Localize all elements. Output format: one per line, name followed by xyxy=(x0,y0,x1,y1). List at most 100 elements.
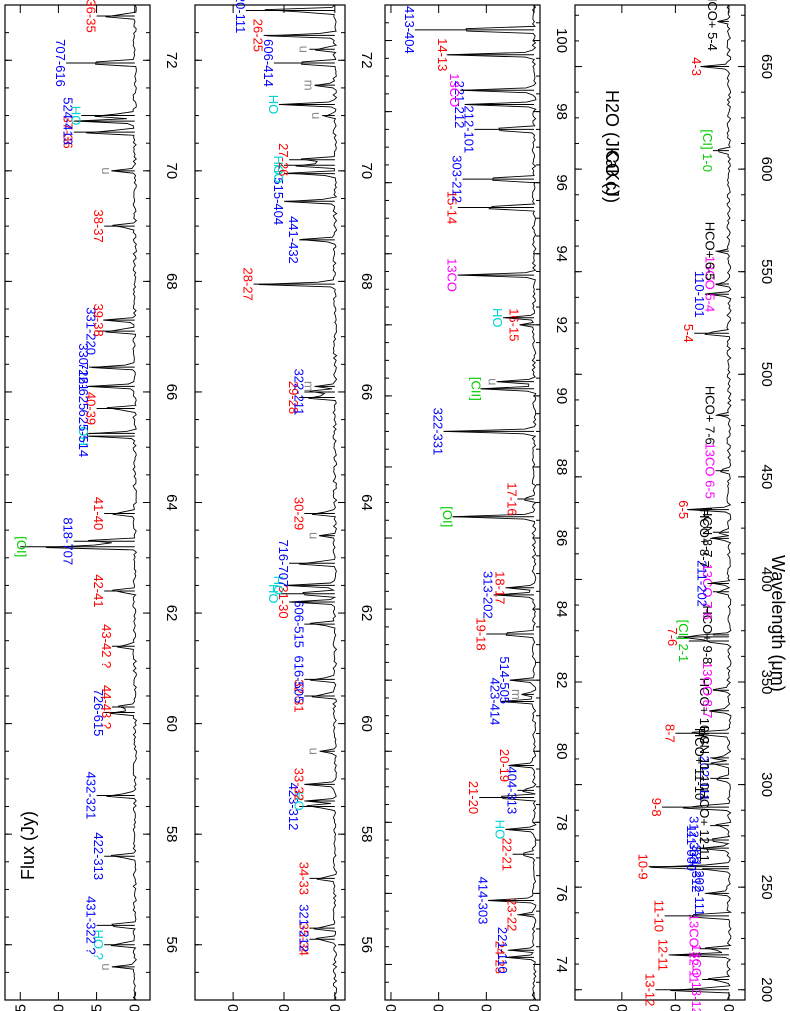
line-label: HCO+ 10-9 xyxy=(697,678,712,744)
line-label: HO xyxy=(271,576,286,596)
wavelength-tick-label: 450 xyxy=(758,464,775,489)
line-label: 22-21 xyxy=(500,838,515,871)
wavelength-tick-label: 250 xyxy=(758,875,775,900)
wavelength-tick-label: 98 xyxy=(553,103,570,120)
wavelength-tick-label: 90 xyxy=(553,388,570,405)
line-label: HO xyxy=(68,106,83,126)
wavelength-tick-label: 66 xyxy=(358,384,375,401)
wavelength-tick-label: 60 xyxy=(358,715,375,732)
line-label: 625-514 xyxy=(76,410,91,458)
wavelength-tick-label: 100 xyxy=(553,28,570,53)
line-label: 322-211 xyxy=(291,369,306,416)
panel-frame xyxy=(194,4,346,1001)
line-label: 20-19 xyxy=(497,749,512,782)
line-label: [CI] 2-1 xyxy=(676,620,691,663)
flux-tick-label: 0 xyxy=(721,1004,738,1011)
wavelength-tick-label: 500 xyxy=(758,362,775,387)
line-label: 21-20 xyxy=(466,781,481,814)
panel-4: 0 40 80 200 250 300 350 400 450 500 550 600 650 13-12… xyxy=(574,0,775,1011)
wavelength-tick-label: 350 xyxy=(758,669,775,694)
line-label: HCO+ 6-5 xyxy=(703,222,718,281)
line-label: HO ? xyxy=(91,930,106,960)
wavelength-tick-label: 88 xyxy=(553,459,570,476)
flux-tick-label: 40 xyxy=(225,1004,242,1011)
line-label: u xyxy=(307,532,322,539)
wavelength-tick-label: 76 xyxy=(553,885,570,902)
wavelength-tick-label: 550 xyxy=(758,259,775,284)
line-label: 18-17 xyxy=(492,571,507,604)
line-label: 432-321 xyxy=(84,772,99,820)
wavelength-tick-label: 80 xyxy=(553,743,570,760)
legend-h2o: H2O (JKaKc) xyxy=(602,90,622,196)
line-label: HO xyxy=(271,156,286,176)
line-label: 17-16 xyxy=(504,482,519,515)
line-label: [OI] xyxy=(440,506,455,527)
line-label: 13CO xyxy=(447,73,462,107)
line-label: 13CO 8-7 xyxy=(700,662,715,718)
line-label: OH xyxy=(76,426,91,446)
wavelength-tick-label: 68 xyxy=(163,273,180,290)
line-label: m xyxy=(301,80,316,91)
line-label: 13CO 13-12 xyxy=(689,944,704,1011)
wavelength-tick-label: 82 xyxy=(553,672,570,689)
line-label: 13CO 12-11 xyxy=(686,914,701,984)
wavelength-tick-label: 72 xyxy=(358,52,375,69)
wavelength-tick-label: 70 xyxy=(358,162,375,179)
flux-tick-label: 0 xyxy=(327,1004,344,1011)
flux-tick-label: 20 xyxy=(276,1004,293,1011)
wavelength-tick-label: 68 xyxy=(358,273,375,290)
line-label: HO xyxy=(490,308,505,328)
line-label: 41-40 xyxy=(91,497,106,530)
line-label: 606-515 xyxy=(291,600,306,648)
panel-3: 0 40 80 120 74 76 78 80 82 84 86 88 90 92 94 96 98 100 24-… xyxy=(383,4,570,1011)
line-label: 514-505 xyxy=(497,656,512,704)
wavelength-tick-label: 86 xyxy=(553,530,570,547)
line-label: 606-414 xyxy=(261,39,276,87)
line-label: 212-101 xyxy=(461,106,476,154)
line-label: 27-26 xyxy=(276,143,291,176)
wavelength-tick-label: 62 xyxy=(163,605,180,622)
panel-1: 0 5 10 15 56 58 60 62 64 66 68 70 72 u HO ?431-322 ? 42… xyxy=(4,0,180,1011)
line-label: 5-4 xyxy=(681,324,696,343)
flux-tick-label: 0 xyxy=(526,1004,543,1011)
line-label: HCO+ 11-10 xyxy=(692,728,707,800)
flux-tick-label: 80 xyxy=(614,1004,631,1011)
line-label: 423-414 xyxy=(488,678,503,726)
line-label: 16-15 xyxy=(507,308,522,341)
line-label: 39-38 xyxy=(91,303,106,336)
line-label: 322-331 xyxy=(430,408,445,456)
line-label: 220-111 xyxy=(233,0,248,33)
line-label: 28-27 xyxy=(240,268,255,301)
line-label: 30-29 xyxy=(291,497,306,530)
line-label: 111-000 xyxy=(684,825,699,871)
wavelength-tick-label: 58 xyxy=(358,826,375,843)
wavelength-tick-label: 56 xyxy=(358,936,375,953)
wavelength-tick-label: 92 xyxy=(553,316,570,333)
line-label: 13CO 6-5 xyxy=(703,443,718,499)
line-label: 312-303 xyxy=(686,816,701,864)
spectrum-trace xyxy=(650,4,733,1001)
line-label: 13CO xyxy=(445,258,460,292)
line-label: 331-220 xyxy=(84,307,99,355)
line-label: 716-707 xyxy=(276,539,291,587)
line-label: 4-3 xyxy=(689,57,704,76)
line-label: 40-39 xyxy=(84,392,99,425)
spectrum-trace xyxy=(444,4,537,1001)
line-label: 422-313 xyxy=(91,832,106,880)
line-label: 38-37 xyxy=(91,209,106,242)
line-label: 43-42 ? xyxy=(99,624,114,668)
line-label: 221-110 xyxy=(495,927,510,974)
flux-tick-label: 40 xyxy=(478,1004,495,1011)
line-label: 524-413 xyxy=(61,97,76,145)
x-axis-title: Wavelength (μm) xyxy=(768,555,788,692)
wavelength-tick-label: 78 xyxy=(553,814,570,831)
line-label: u xyxy=(296,46,311,53)
line-label: HCO+ 9-8 xyxy=(700,605,715,664)
line-label: 37-36 xyxy=(61,116,76,149)
flux-tick-label: 80 xyxy=(431,1004,448,1011)
line-label: 303-212 xyxy=(450,155,465,203)
wavelength-tick-label: 66 xyxy=(163,384,180,401)
line-label: 313-202 xyxy=(481,571,496,619)
line-label: HCO+ 7-6 xyxy=(703,386,718,445)
